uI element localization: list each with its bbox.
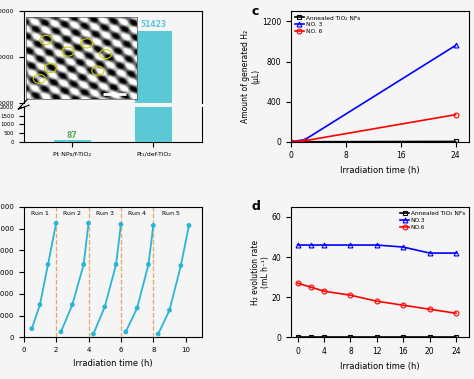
NO.6 (374, 299, 380, 304)
NO.3 (453, 251, 459, 255)
Annealed TiO₂ NFs (347, 335, 353, 340)
Annealed TiO₂ NFs (427, 335, 432, 340)
Point (85, 220, 92, 226)
Line: NO.3: NO.3 (295, 243, 458, 255)
Y-axis label: H₂ evolution rate
(mL h⁻¹): H₂ evolution rate (mL h⁻¹) (251, 240, 270, 305)
NO. 6 (288, 139, 294, 144)
X-axis label: Irradiation time (h): Irradiation time (h) (340, 362, 420, 371)
NO.6 (321, 289, 327, 293)
NO.6 (295, 281, 301, 285)
NO.3 (308, 243, 314, 247)
Bar (135, 0, 172, 142)
Bar (54, 140, 91, 142)
Bar (135, 31, 172, 149)
NO.6 (308, 285, 314, 290)
NO.6 (401, 303, 406, 307)
Point (52, 220, 60, 226)
Text: d: d (252, 200, 261, 213)
Y-axis label: Amount of generated H₂
(μL): Amount of generated H₂ (μL) (241, 30, 261, 123)
NO.3 (295, 243, 301, 247)
Line: NO.6: NO.6 (295, 281, 458, 316)
Point (28, 326, 36, 332)
NO.6 (453, 311, 459, 315)
NO.3 (374, 243, 380, 247)
Text: Run 2: Run 2 (64, 211, 82, 216)
Annealed TiO₂ NFs (401, 335, 406, 340)
Point (155, 331, 162, 337)
Text: c: c (252, 5, 259, 18)
NO.3 (321, 243, 327, 247)
Point (80, 262, 87, 268)
Annealed TiO₂ NFs (302, 139, 308, 144)
Point (44, 262, 52, 268)
NO. 6 (453, 113, 458, 117)
NO. 3 (453, 43, 458, 48)
Point (112, 262, 120, 268)
Annealed TiO₂ NFs (308, 335, 314, 340)
Point (145, 262, 152, 268)
Annealed TiO₂ NFs (295, 335, 301, 340)
Point (185, 222, 193, 229)
NO.3 (347, 243, 353, 247)
Point (117, 221, 125, 227)
Legend: Annealed TiO₂ NFs, NO.3, NO.6: Annealed TiO₂ NFs, NO.3, NO.6 (399, 210, 466, 231)
Point (90, 331, 97, 337)
Point (177, 263, 185, 269)
Annealed TiO₂ NFs (453, 139, 458, 144)
Annealed TiO₂ NFs (374, 335, 380, 340)
Text: Run 1: Run 1 (31, 211, 49, 216)
Legend: Annealed TiO₂ NFs, NO. 3, NO. 6: Annealed TiO₂ NFs, NO. 3, NO. 6 (294, 14, 361, 35)
Text: Run 3: Run 3 (96, 211, 114, 216)
NO. 3 (288, 139, 294, 144)
NO. 3 (302, 138, 308, 142)
Text: 87: 87 (67, 131, 78, 140)
Point (122, 329, 129, 335)
Line: Annealed TiO₂ NFs: Annealed TiO₂ NFs (295, 335, 458, 340)
Line: Annealed TiO₂ NFs: Annealed TiO₂ NFs (289, 139, 458, 144)
Text: 51423: 51423 (140, 20, 166, 29)
Annealed TiO₂ NFs (321, 335, 327, 340)
Annealed TiO₂ NFs (288, 139, 294, 144)
Point (133, 305, 141, 311)
Line: NO. 6: NO. 6 (289, 112, 458, 144)
Annealed TiO₂ NFs (453, 335, 459, 340)
Text: Run 4: Run 4 (128, 211, 146, 216)
NO.6 (427, 307, 432, 312)
Point (69, 302, 76, 308)
X-axis label: Irradiation time (h): Irradiation time (h) (340, 166, 420, 175)
NO.6 (347, 293, 353, 298)
NO.3 (401, 245, 406, 249)
NO. 6 (302, 138, 308, 143)
Point (101, 304, 109, 310)
Point (149, 222, 157, 229)
Point (57, 329, 65, 335)
X-axis label: Irradiation time (h): Irradiation time (h) (73, 359, 153, 368)
Point (166, 307, 173, 313)
NO.3 (427, 251, 432, 255)
Line: NO. 3: NO. 3 (289, 43, 458, 144)
Point (36, 302, 44, 308)
Text: Run 5: Run 5 (162, 211, 180, 216)
